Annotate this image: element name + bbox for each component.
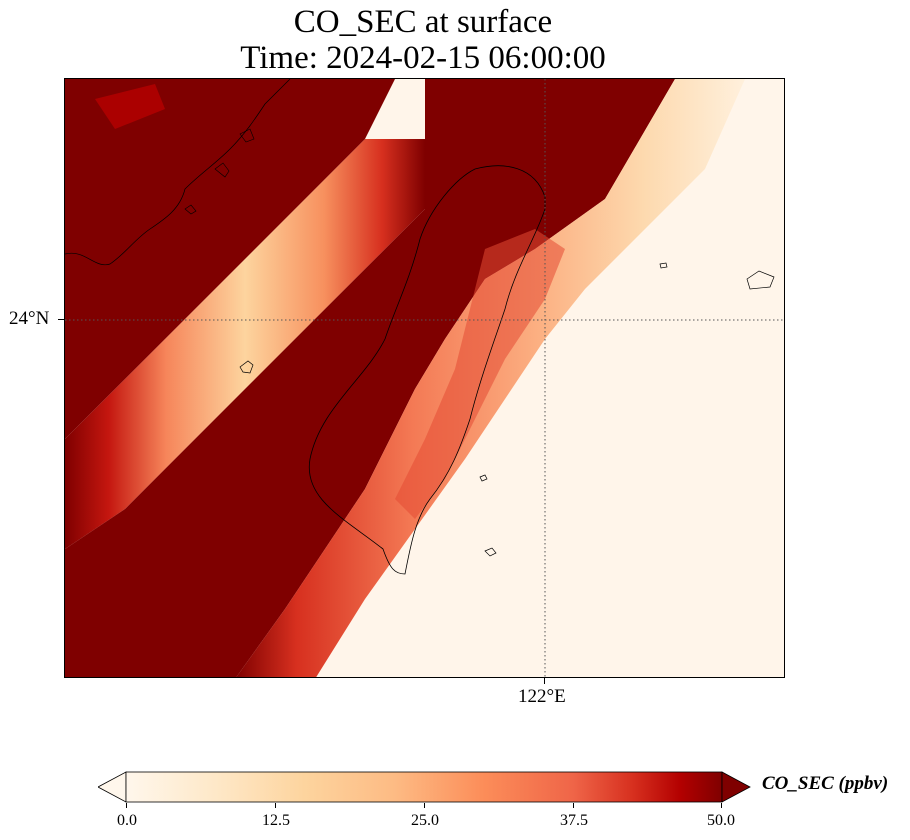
coastal-islands (184, 128, 255, 215)
concentration-field (65, 79, 784, 677)
lon-tick-label: 122°E (518, 686, 566, 707)
green-island (479, 474, 488, 482)
map-title-line-1: CO_SEC at surface (293, 4, 553, 40)
colorbar-ramp (125, 771, 723, 803)
colorbar-tick-label: 12.5 (262, 812, 290, 829)
colorbar-tick-label: 50.0 (707, 812, 735, 829)
high-concentration-band-central (65, 79, 675, 677)
taiwan-coastline (308, 165, 546, 575)
lat-tick-label: 24°N (9, 308, 50, 329)
mainland-coastline (65, 79, 291, 266)
colorbar-tick-label: 25.0 (411, 812, 439, 829)
colorbar-extend-max (721, 771, 751, 803)
colorbar-tick-mark (424, 803, 425, 808)
colorbar-tick-label: 37.5 (560, 812, 588, 829)
penghu-islands (239, 360, 254, 374)
plume-band-west (65, 139, 425, 549)
colorbar-tick-mark (275, 803, 276, 808)
lat-tick-mark (58, 319, 64, 320)
patch-red (95, 84, 165, 129)
plume-core-east (395, 229, 565, 519)
yonaguni-island (746, 270, 775, 290)
orchid-island (484, 547, 497, 557)
islet-east (659, 262, 668, 269)
colorbar-tick-mark (721, 803, 722, 808)
colorbar-label: CO_SEC (ppbv) (762, 773, 889, 794)
map-panel[interactable] (64, 78, 785, 678)
colorbar-tick-mark (573, 803, 574, 808)
lon-tick-mark (544, 678, 545, 684)
colorbar-tick-label: 0.0 (117, 812, 137, 829)
colorbar-tick-mark (126, 803, 127, 808)
colorbar-extend-min (98, 771, 127, 803)
high-concentration-region-northwest (65, 79, 395, 439)
colorbar (98, 771, 751, 803)
map-title-line-2: Time: 2024-02-15 06:00:00 (240, 40, 606, 76)
